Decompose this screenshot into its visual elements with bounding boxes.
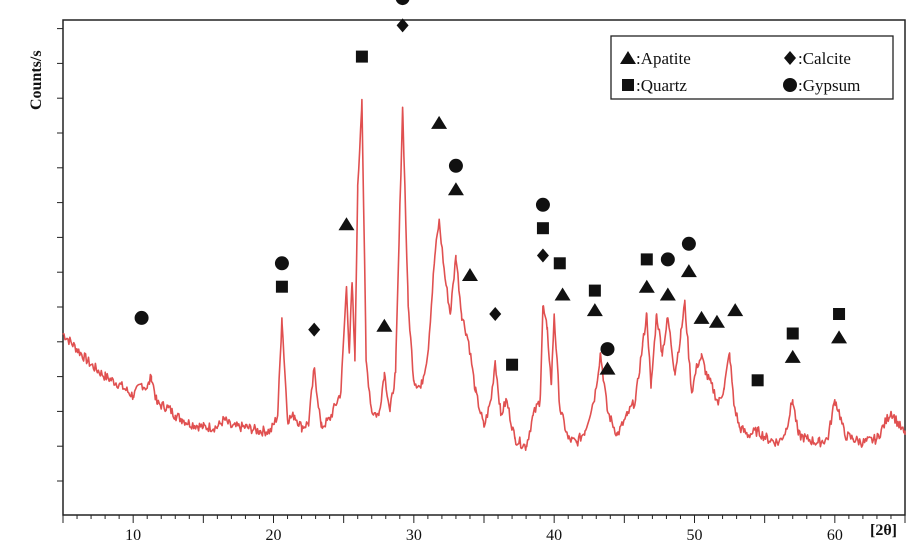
x-tick-label: 60: [827, 527, 843, 544]
square-marker: [786, 327, 799, 340]
legend-diamond-icon: [784, 51, 796, 65]
diamond-marker: [308, 322, 321, 337]
triangle-marker: [680, 264, 697, 278]
triangle-marker: [708, 314, 725, 328]
square-marker: [275, 280, 288, 293]
triangle-marker: [693, 310, 710, 324]
triangle-marker: [461, 268, 478, 281]
x-tick-label: 20: [266, 527, 282, 544]
triangle-marker: [638, 279, 655, 293]
square-marker: [751, 374, 764, 387]
triangle-marker: [586, 303, 603, 317]
triangle-marker: [784, 349, 801, 363]
y-axis-ticks: [57, 28, 63, 482]
legend-box: [610, 35, 894, 100]
triangle-marker: [659, 287, 676, 301]
circle-marker: [660, 252, 675, 267]
triangle-marker: [447, 182, 464, 196]
circle-marker: [134, 310, 149, 325]
triangle-marker: [338, 217, 355, 231]
x-axis-tick-labels: 10 20 30 40 50 60: [125, 527, 843, 544]
legend-label: :Gypsum: [798, 76, 860, 95]
legend-label: :Quartz: [636, 76, 687, 95]
circle-marker: [448, 158, 463, 173]
square-marker: [833, 308, 846, 320]
circle-marker: [600, 342, 615, 357]
circle-marker: [681, 236, 696, 251]
legend-label: :Calcite: [798, 49, 851, 68]
square-marker: [355, 50, 368, 63]
diffraction-pattern-line: [62, 98, 906, 451]
square-marker: [506, 358, 519, 371]
square-marker: [640, 253, 653, 266]
square-marker: [553, 257, 566, 270]
diamond-marker: [396, 18, 409, 33]
legend-circle-icon: [783, 78, 797, 92]
legend-square-icon: [622, 79, 634, 91]
circle-marker: [535, 197, 550, 212]
triangle-marker: [376, 318, 393, 332]
x-tick-label: 40: [546, 527, 562, 544]
phase-markers: [134, 0, 848, 387]
x-tick-label: 10: [125, 527, 141, 544]
circle-marker: [274, 256, 289, 271]
triangle-marker: [831, 330, 848, 344]
diamond-marker: [536, 248, 549, 263]
circle-marker: [395, 0, 410, 6]
legend-triangle-icon: [620, 51, 636, 64]
square-marker: [588, 284, 601, 297]
square-marker: [536, 222, 549, 235]
legend: :Apatite :Calcite :Quartz :Gypsum: [610, 35, 894, 100]
x-axis-ticks: [62, 515, 906, 523]
triangle-marker: [727, 303, 744, 317]
x-tick-label: 50: [687, 527, 703, 544]
diamond-marker: [489, 307, 502, 321]
triangle-marker: [431, 115, 448, 129]
x-tick-label: 30: [406, 527, 422, 544]
y-axis-label: Counts/s: [28, 50, 45, 110]
triangle-marker: [554, 287, 571, 301]
x-axis-unit: [2θ]: [870, 522, 897, 539]
triangle-marker: [599, 361, 616, 375]
legend-label: :Apatite: [636, 49, 691, 68]
